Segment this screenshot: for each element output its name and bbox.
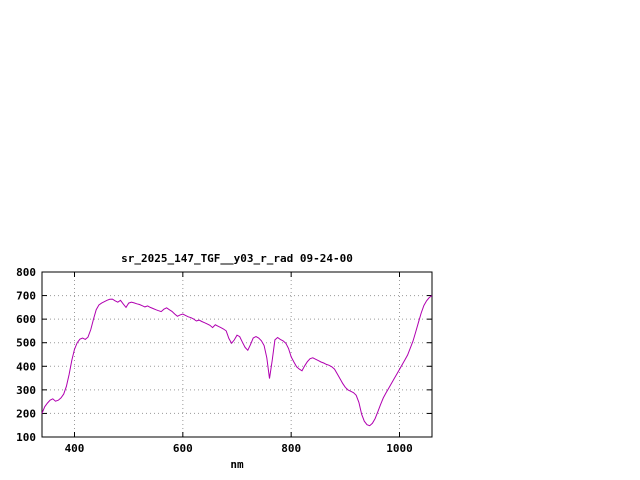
x-tick-label: 800 xyxy=(281,442,301,455)
y-tick-label: 700 xyxy=(16,290,36,303)
y-tick-label: 100 xyxy=(16,431,36,444)
x-tick-label: 600 xyxy=(173,442,193,455)
y-tick-label: 600 xyxy=(16,313,36,326)
y-tick-label: 400 xyxy=(16,360,36,373)
y-tick-label: 200 xyxy=(16,407,36,420)
x-tick-label: 400 xyxy=(65,442,85,455)
series-line xyxy=(41,295,433,427)
plot-border xyxy=(41,271,433,438)
y-tick-label: 500 xyxy=(16,337,36,350)
y-tick-label: 800 xyxy=(16,266,36,279)
x-axis-label: nm xyxy=(230,458,244,471)
chart-title: sr_2025_147_TGF__y03_r_rad 09-24-00 xyxy=(121,252,353,265)
x-tick-label: 1000 xyxy=(386,442,413,455)
y-tick-label: 300 xyxy=(16,384,36,397)
